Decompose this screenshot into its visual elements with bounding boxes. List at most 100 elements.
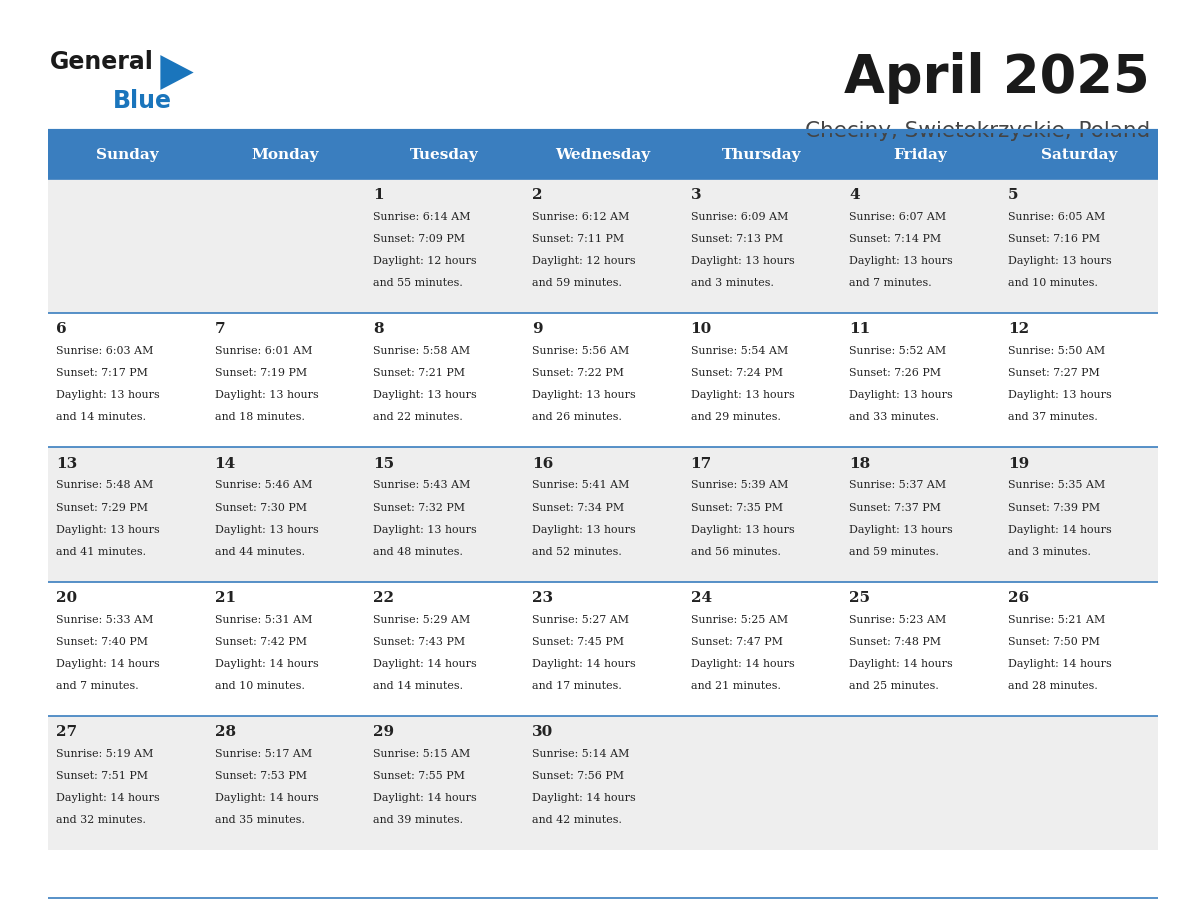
Text: Sunset: 7:26 PM: Sunset: 7:26 PM — [849, 368, 941, 378]
Text: Daylight: 14 hours: Daylight: 14 hours — [56, 659, 159, 668]
Text: Daylight: 13 hours: Daylight: 13 hours — [532, 524, 636, 534]
Text: General: General — [50, 50, 153, 74]
Text: Sunset: 7:56 PM: Sunset: 7:56 PM — [532, 771, 624, 781]
Bar — [365, 131, 524, 179]
Text: 25: 25 — [849, 591, 871, 605]
Text: Sunset: 7:21 PM: Sunset: 7:21 PM — [373, 368, 466, 378]
Text: Sunset: 7:48 PM: Sunset: 7:48 PM — [849, 637, 941, 646]
Text: Daylight: 13 hours: Daylight: 13 hours — [532, 390, 636, 400]
Text: and 21 minutes.: and 21 minutes. — [690, 681, 781, 690]
Text: 13: 13 — [56, 456, 77, 471]
Text: Daylight: 14 hours: Daylight: 14 hours — [215, 659, 318, 668]
Text: and 44 minutes.: and 44 minutes. — [215, 546, 304, 556]
Text: Sunrise: 5:23 AM: Sunrise: 5:23 AM — [849, 615, 947, 624]
Text: and 59 minutes.: and 59 minutes. — [849, 546, 940, 556]
Text: Daylight: 14 hours: Daylight: 14 hours — [532, 793, 636, 803]
Bar — [207, 131, 365, 179]
Text: Sunset: 7:53 PM: Sunset: 7:53 PM — [215, 771, 307, 781]
Text: and 35 minutes.: and 35 minutes. — [215, 815, 304, 825]
Text: Sunrise: 6:01 AM: Sunrise: 6:01 AM — [215, 346, 312, 356]
Text: Sunset: 7:32 PM: Sunset: 7:32 PM — [373, 502, 466, 512]
Text: Sunrise: 5:21 AM: Sunrise: 5:21 AM — [1007, 615, 1105, 624]
Text: Daylight: 14 hours: Daylight: 14 hours — [690, 659, 795, 668]
Text: Daylight: 14 hours: Daylight: 14 hours — [215, 793, 318, 803]
Text: Sunrise: 6:07 AM: Sunrise: 6:07 AM — [849, 212, 947, 222]
Text: 22: 22 — [373, 591, 394, 605]
Bar — [841, 131, 999, 179]
Text: Sunset: 7:40 PM: Sunset: 7:40 PM — [56, 637, 147, 646]
Text: and 48 minutes.: and 48 minutes. — [373, 546, 463, 556]
Text: 2: 2 — [532, 188, 543, 202]
Text: and 52 minutes.: and 52 minutes. — [532, 546, 621, 556]
Text: Daylight: 13 hours: Daylight: 13 hours — [56, 390, 159, 400]
Text: 27: 27 — [56, 725, 77, 739]
Text: Sunset: 7:39 PM: Sunset: 7:39 PM — [1007, 502, 1100, 512]
Text: Daylight: 13 hours: Daylight: 13 hours — [215, 524, 318, 534]
Text: 16: 16 — [532, 456, 554, 471]
Text: and 33 minutes.: and 33 minutes. — [849, 412, 940, 422]
Text: 29: 29 — [373, 725, 394, 739]
Text: Sunrise: 5:19 AM: Sunrise: 5:19 AM — [56, 749, 153, 759]
Text: 28: 28 — [215, 725, 235, 739]
Text: Daylight: 13 hours: Daylight: 13 hours — [56, 524, 159, 534]
Text: and 7 minutes.: and 7 minutes. — [849, 278, 931, 288]
Text: Sunrise: 5:35 AM: Sunrise: 5:35 AM — [1007, 480, 1105, 490]
Text: Sunrise: 5:27 AM: Sunrise: 5:27 AM — [532, 615, 628, 624]
Text: Daylight: 13 hours: Daylight: 13 hours — [849, 524, 953, 534]
Text: Blue: Blue — [113, 89, 172, 113]
Text: Sunrise: 5:15 AM: Sunrise: 5:15 AM — [373, 749, 470, 759]
Text: and 10 minutes.: and 10 minutes. — [215, 681, 304, 690]
Text: 8: 8 — [373, 322, 384, 336]
Bar — [48, 447, 1158, 582]
Text: 1: 1 — [373, 188, 384, 202]
Text: Sunset: 7:17 PM: Sunset: 7:17 PM — [56, 368, 147, 378]
Text: Sunset: 7:37 PM: Sunset: 7:37 PM — [849, 502, 941, 512]
Text: Sunset: 7:34 PM: Sunset: 7:34 PM — [532, 502, 624, 512]
Text: 14: 14 — [215, 456, 235, 471]
Text: Daylight: 14 hours: Daylight: 14 hours — [1007, 659, 1112, 668]
Text: Sunset: 7:22 PM: Sunset: 7:22 PM — [532, 368, 624, 378]
Text: Daylight: 12 hours: Daylight: 12 hours — [373, 256, 476, 266]
Text: Sunrise: 5:17 AM: Sunrise: 5:17 AM — [215, 749, 311, 759]
Bar — [48, 582, 1158, 716]
Text: Sunset: 7:51 PM: Sunset: 7:51 PM — [56, 771, 147, 781]
Text: 26: 26 — [1007, 591, 1029, 605]
Text: Sunset: 7:43 PM: Sunset: 7:43 PM — [373, 637, 466, 646]
Text: and 32 minutes.: and 32 minutes. — [56, 815, 146, 825]
Text: Tuesday: Tuesday — [410, 148, 479, 162]
Text: 12: 12 — [1007, 322, 1029, 336]
Text: 18: 18 — [849, 456, 871, 471]
Text: Monday: Monday — [252, 148, 320, 162]
Text: Friday: Friday — [893, 148, 947, 162]
Text: 21: 21 — [215, 591, 235, 605]
Text: and 14 minutes.: and 14 minutes. — [56, 412, 146, 422]
Text: Checiny, Swietokrzyskie, Poland: Checiny, Swietokrzyskie, Poland — [804, 121, 1150, 141]
Text: and 59 minutes.: and 59 minutes. — [532, 278, 621, 288]
Text: 6: 6 — [56, 322, 67, 336]
Text: 17: 17 — [690, 456, 712, 471]
Text: Daylight: 14 hours: Daylight: 14 hours — [373, 659, 476, 668]
Text: Sunrise: 5:25 AM: Sunrise: 5:25 AM — [690, 615, 788, 624]
Text: Wednesday: Wednesday — [555, 148, 651, 162]
Text: 19: 19 — [1007, 456, 1029, 471]
Bar — [48, 716, 1158, 850]
Text: Daylight: 13 hours: Daylight: 13 hours — [849, 390, 953, 400]
Text: Sunrise: 6:03 AM: Sunrise: 6:03 AM — [56, 346, 153, 356]
Text: Daylight: 13 hours: Daylight: 13 hours — [690, 390, 795, 400]
Text: 30: 30 — [532, 725, 554, 739]
Text: Sunrise: 6:05 AM: Sunrise: 6:05 AM — [1007, 212, 1105, 222]
Polygon shape — [160, 55, 194, 90]
Text: and 17 minutes.: and 17 minutes. — [532, 681, 621, 690]
Text: and 25 minutes.: and 25 minutes. — [849, 681, 939, 690]
Text: Sunset: 7:45 PM: Sunset: 7:45 PM — [532, 637, 624, 646]
Text: Sunday: Sunday — [95, 148, 158, 162]
Text: and 3 minutes.: and 3 minutes. — [690, 278, 773, 288]
Bar — [48, 131, 207, 179]
Text: Sunrise: 5:56 AM: Sunrise: 5:56 AM — [532, 346, 630, 356]
Text: Sunrise: 5:14 AM: Sunrise: 5:14 AM — [532, 749, 630, 759]
Text: and 22 minutes.: and 22 minutes. — [373, 412, 463, 422]
Text: Sunset: 7:50 PM: Sunset: 7:50 PM — [1007, 637, 1100, 646]
Text: and 39 minutes.: and 39 minutes. — [373, 815, 463, 825]
Text: Daylight: 13 hours: Daylight: 13 hours — [849, 256, 953, 266]
Text: Daylight: 12 hours: Daylight: 12 hours — [532, 256, 636, 266]
